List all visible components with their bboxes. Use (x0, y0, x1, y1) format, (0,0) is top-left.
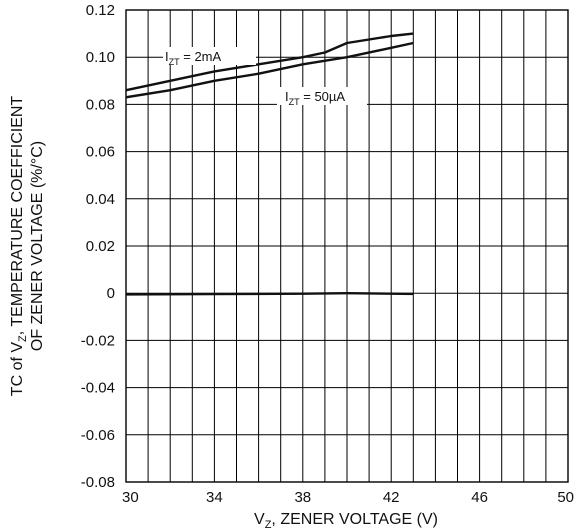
x-tick-label: 50 (557, 489, 574, 506)
y-axis-label-line1: TC of VZ, TEMPERATURE COEFFICIENT (9, 96, 29, 397)
annotation-label-1: IZT = 50µA (285, 89, 345, 107)
x-tick-label: 38 (294, 489, 311, 506)
y-axis-label-line1-pre: TC of V (9, 342, 26, 397)
annotation-text-pre: I (165, 49, 169, 64)
series-group (125, 32, 414, 296)
y-tick-label: 0.04 (86, 191, 115, 208)
plot-frame (125, 9, 569, 483)
y-tick-label: 0.08 (86, 96, 115, 113)
x-tick-label: 42 (383, 489, 400, 506)
x-tick-label: 34 (206, 489, 223, 506)
x-tick-label: 30 (122, 489, 139, 506)
series-line-2 (125, 292, 414, 296)
annotation-text-post: = 50µA (300, 89, 346, 104)
annotation-text-sub: ZT (289, 97, 300, 107)
annotation-background (277, 87, 367, 105)
annotation-label-0: IZT = 2mA (165, 49, 221, 67)
y-tick-label: 0 (107, 285, 115, 302)
annotation-text-sub: ZT (169, 57, 180, 67)
annotation-text-pre: I (285, 89, 289, 104)
x-axis-label-main: V (254, 511, 265, 528)
x-axis-label-rest: , ZENER VOLTAGE (V) (271, 511, 438, 528)
y-axis-label-line1-post: , TEMPERATURE COEFFICIENT (9, 96, 26, 336)
y-tick-label: -0.04 (81, 380, 115, 397)
y-tick-labels: 0.12 0.10 0.08 0.06 0.04 0.02 0 -0.02 -0.04 -0.06… (81, 2, 115, 491)
x-axis-label: VZ, ZENER VOLTAGE (V) (254, 511, 438, 529)
y-tick-label: -0.06 (81, 427, 115, 444)
y-tick-label: -0.02 (81, 332, 115, 349)
x-tick-labels: 30 34 38 42 46 50 (122, 489, 574, 506)
x-axis-label-sub: Z (265, 519, 272, 529)
series-line-1 (125, 41, 414, 99)
y-axis-label-line1-sub: Z (17, 335, 29, 342)
y-axis-label-line2: OF ZENER VOLTAGE (%/°C) (29, 141, 46, 351)
series-line-0 (125, 32, 414, 92)
y-tick-label: 0.12 (86, 2, 115, 19)
y-axis-label: TC of VZ, TEMPERATURE COEFFICIENT OF ZEN… (9, 96, 46, 397)
y-tick-label: 0.02 (86, 238, 115, 255)
annotation-text-post: = 2mA (180, 49, 222, 64)
y-tick-label: 0.10 (86, 49, 115, 66)
annotation-background (163, 47, 256, 65)
y-tick-label: -0.08 (81, 474, 115, 491)
x-tick-label: 46 (471, 489, 488, 506)
grid (126, 10, 568, 482)
y-tick-label: 0.06 (86, 144, 115, 161)
